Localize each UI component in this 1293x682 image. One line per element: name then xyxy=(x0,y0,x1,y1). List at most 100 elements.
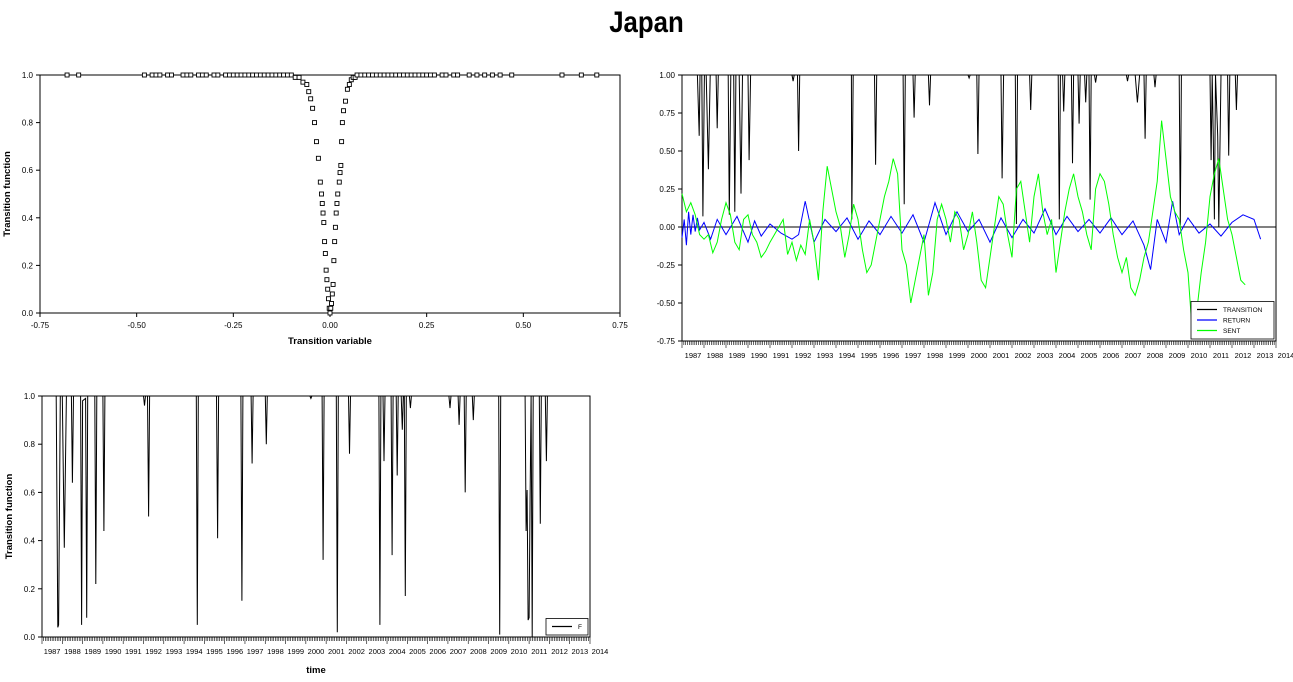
scatter-point xyxy=(332,224,338,230)
x-tick-label: 1999 xyxy=(949,351,966,360)
scatter-point xyxy=(149,72,155,78)
scatter-point xyxy=(343,98,348,104)
x-tick-label: 1989 xyxy=(729,351,746,360)
x-tick-label: 2014 xyxy=(592,647,609,656)
plot-frame xyxy=(39,74,621,314)
x-tick-label: 2000 xyxy=(308,647,325,656)
x-tick-label: 2009 xyxy=(1169,351,1186,360)
y-tick-label: 1.0 xyxy=(24,392,36,401)
series-line-sent xyxy=(681,120,1246,334)
scatter-point xyxy=(230,72,236,78)
scatter-point xyxy=(157,72,163,78)
scatter-point xyxy=(310,105,316,111)
scatter-point xyxy=(324,277,330,283)
x-axis-title: time xyxy=(306,665,326,676)
scatter-point xyxy=(439,72,445,78)
scatter-point xyxy=(329,291,335,297)
scatter-point xyxy=(474,72,480,78)
y-axis-title: Transition function xyxy=(2,151,13,237)
y-tick-label: 0.0 xyxy=(22,309,34,318)
scatter-point xyxy=(416,72,422,78)
scatter-point xyxy=(337,170,343,176)
scatter-point xyxy=(315,155,321,161)
scatter-point xyxy=(466,72,472,78)
scatter-point xyxy=(265,72,271,78)
scatter-point xyxy=(223,72,229,78)
scatter-point xyxy=(381,72,387,78)
x-tick-label: 1995 xyxy=(861,351,878,360)
scatter-point xyxy=(385,72,391,78)
scatter-point xyxy=(420,72,426,78)
scatter-point xyxy=(389,72,395,78)
scatter-point xyxy=(338,162,344,168)
x-tick-label: 1991 xyxy=(125,647,142,656)
y-tick-label: 0.0 xyxy=(24,633,36,642)
y-tick-label: 0.4 xyxy=(22,214,34,223)
y-tick-label: 0.6 xyxy=(24,488,36,497)
scatter-point xyxy=(317,179,323,185)
scatter-point xyxy=(358,72,364,78)
scatter-point xyxy=(184,72,190,78)
scatter-point xyxy=(211,72,217,78)
x-tick-label: 2006 xyxy=(1103,351,1120,360)
x-tick-label: -0.25 xyxy=(224,321,243,330)
x-tick-label: 2013 xyxy=(572,647,589,656)
scatter-point xyxy=(428,72,433,78)
scatter-point xyxy=(319,191,324,197)
x-tick-label: 1996 xyxy=(883,351,900,360)
x-tick-label: 2011 xyxy=(531,647,547,656)
scatter-point xyxy=(594,72,600,78)
y-tick-label: -0.75 xyxy=(657,337,676,346)
x-tick-label: 1988 xyxy=(64,647,81,656)
x-tick-label: 0.00 xyxy=(322,321,338,330)
x-tick-label: 1993 xyxy=(166,647,183,656)
scatter-point xyxy=(203,72,209,78)
x-tick-label: 2012 xyxy=(1235,351,1252,360)
legend-label: SENT xyxy=(1223,328,1240,335)
scatter-point xyxy=(333,210,339,216)
scatter-point xyxy=(188,72,194,78)
y-tick-label: -0.50 xyxy=(657,299,676,308)
y-tick-label: 0.75 xyxy=(659,109,675,118)
scatter-point xyxy=(246,72,252,78)
scatter-point xyxy=(489,72,495,78)
scatter-point xyxy=(153,72,159,78)
scatter-point xyxy=(242,72,248,78)
scatter-point xyxy=(431,72,437,78)
x-tick-label: 2003 xyxy=(1037,351,1054,360)
scatter-point xyxy=(362,72,368,78)
x-tick-label: 1992 xyxy=(795,351,812,360)
x-tick-label: 1994 xyxy=(839,351,856,360)
series-line-f xyxy=(42,395,590,638)
scatter-point xyxy=(169,72,174,78)
scatter-point xyxy=(323,267,329,273)
scatter-point xyxy=(180,72,186,78)
scatter-point xyxy=(497,72,503,78)
scatter-point xyxy=(296,74,302,80)
y-tick-label: 1.0 xyxy=(22,71,34,80)
x-tick-label: 2010 xyxy=(511,647,528,656)
plot-frame xyxy=(681,74,1277,342)
scatter-point xyxy=(373,72,379,78)
x-tick-label: 1999 xyxy=(287,647,304,656)
scatter-point xyxy=(509,72,515,78)
scatter-point xyxy=(250,72,256,78)
series-line-return xyxy=(681,201,1262,270)
x-tick-label: 2003 xyxy=(369,647,386,656)
scatter-point xyxy=(328,305,334,311)
x-tick-label: 2012 xyxy=(551,647,568,656)
x-tick-label: 1993 xyxy=(817,351,834,360)
scatter-point xyxy=(354,72,360,78)
scatter-point xyxy=(339,120,345,126)
scatter-point xyxy=(238,72,244,78)
x-tick-label: -0.50 xyxy=(128,321,147,330)
scatter-point xyxy=(319,201,325,206)
scatter-point xyxy=(314,139,319,145)
scatter-point xyxy=(327,310,333,316)
x-tick-label: 1991 xyxy=(773,351,790,360)
scatter-point xyxy=(234,72,240,78)
x-tick-label: 2008 xyxy=(470,647,487,656)
y-tick-label: 0.2 xyxy=(24,585,36,594)
scatter-point xyxy=(285,72,290,78)
